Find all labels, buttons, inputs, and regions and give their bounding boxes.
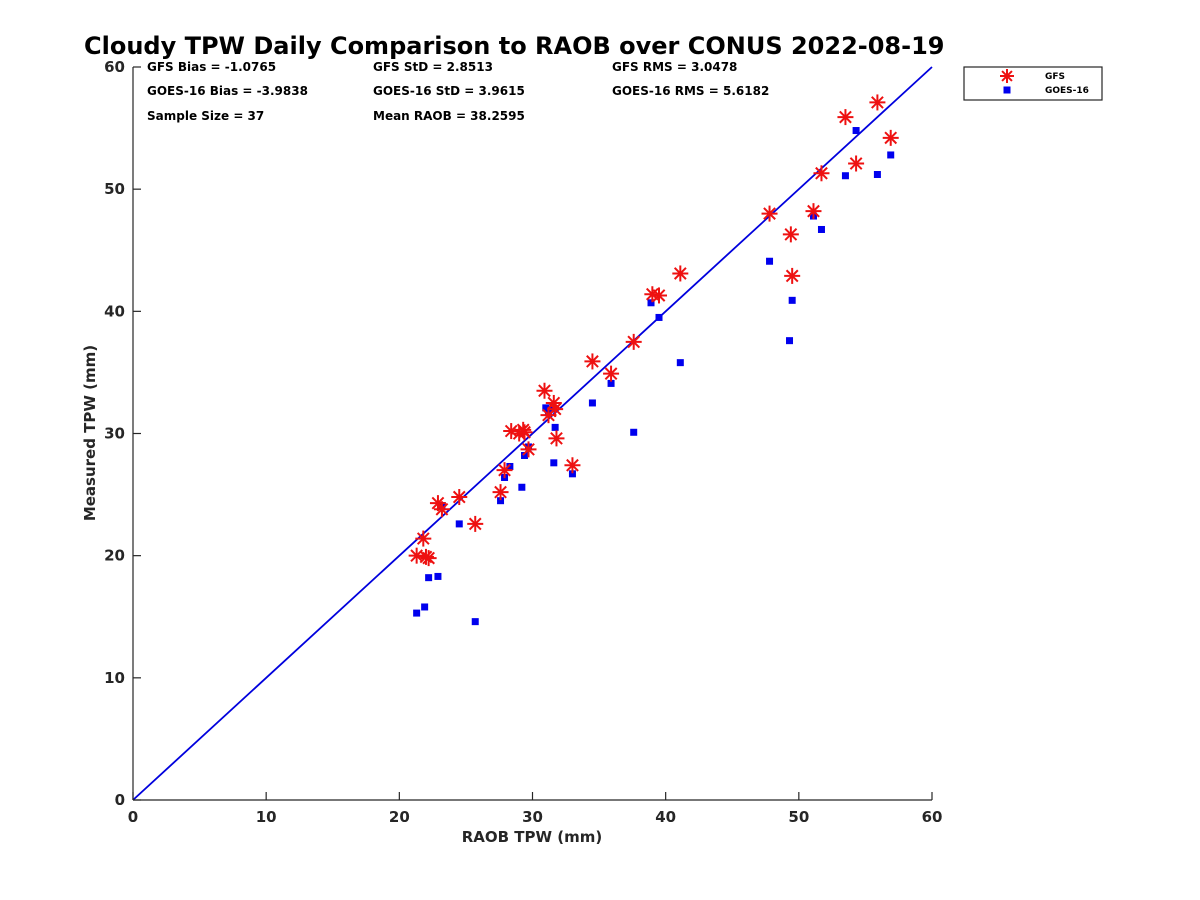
x-tick-label: 60 xyxy=(922,808,943,826)
goes16-point xyxy=(788,296,796,304)
gfs-point xyxy=(651,287,668,304)
y-tick-label: 50 xyxy=(104,180,125,198)
x-tick-label: 50 xyxy=(788,808,809,826)
gfs-point xyxy=(603,365,620,382)
stat-goes-bias: GOES-16 Bias = -3.9838 xyxy=(147,84,308,98)
gfs-point xyxy=(672,265,689,282)
y-axis-label: Measured TPW (mm) xyxy=(81,345,99,521)
legend-gfs-symbol xyxy=(1000,69,1014,83)
y-tick-label: 10 xyxy=(104,669,125,687)
x-tick-label: 30 xyxy=(522,808,543,826)
goes16-point xyxy=(841,172,849,180)
y-tick-label: 30 xyxy=(104,425,125,443)
gfs-point xyxy=(547,401,564,418)
y-tick-label: 40 xyxy=(104,302,125,320)
gfs-point xyxy=(433,501,450,518)
gfs-point xyxy=(545,394,562,411)
goes16-point xyxy=(887,151,895,159)
y-tick-label: 0 xyxy=(115,791,125,809)
gfs-point xyxy=(496,462,513,479)
gfs-point xyxy=(451,489,468,506)
gfs-point xyxy=(805,203,822,220)
goes16-point xyxy=(852,127,860,135)
reference-line-group xyxy=(132,66,933,801)
gfs-point xyxy=(492,484,509,501)
gfs-point xyxy=(415,530,432,547)
one-to-one-line xyxy=(132,66,933,801)
gfs-point xyxy=(813,165,830,182)
goes16-point xyxy=(542,404,550,412)
goes16-point xyxy=(413,609,421,617)
stat-mean-raob: Mean RAOB = 38.2595 xyxy=(373,109,525,123)
goes16-point xyxy=(521,451,529,459)
gfs-point xyxy=(761,205,778,222)
x-tick-label: 20 xyxy=(389,808,410,826)
goes16-point xyxy=(817,225,825,233)
stats-block: GFS Bias = -1.0765 GFS StD = 2.8513 GFS … xyxy=(147,60,769,123)
stat-gfs-rms: GFS RMS = 3.0478 xyxy=(612,60,737,74)
chart-title: Cloudy TPW Daily Comparison to RAOB over… xyxy=(84,32,944,60)
gfs-point xyxy=(584,353,601,370)
goes16-point xyxy=(421,603,429,611)
legend-box xyxy=(963,66,1103,101)
gfs-point xyxy=(882,129,899,146)
legend: GFS GOES-16 xyxy=(963,66,1103,101)
x-tick-label: 0 xyxy=(128,808,138,826)
goes16-point xyxy=(647,299,655,307)
goes16-point xyxy=(425,574,433,582)
goes16-point xyxy=(506,462,514,470)
goes16-point xyxy=(550,459,558,467)
goes16-point xyxy=(568,470,576,478)
gfs-point xyxy=(548,430,565,447)
goes16-point xyxy=(786,337,794,345)
y-tick-label: 60 xyxy=(104,58,125,76)
stat-gfs-bias: GFS Bias = -1.0765 xyxy=(147,60,276,74)
gfs-point xyxy=(784,267,801,284)
goes16-point xyxy=(551,423,559,431)
gfs-point xyxy=(564,457,581,474)
goes16-point xyxy=(766,257,774,265)
gfs-point xyxy=(848,155,865,172)
goes16-point xyxy=(455,520,463,528)
goes16-point xyxy=(873,171,881,179)
legend-goes16-marker xyxy=(1003,86,1011,94)
y-tick-label: 20 xyxy=(104,547,125,565)
gfs-point xyxy=(408,547,425,564)
x-tick-label: 40 xyxy=(655,808,676,826)
goes16-point xyxy=(518,483,526,491)
gfs-point xyxy=(420,550,437,567)
goes16-point xyxy=(630,428,638,436)
stat-gfs-std: GFS StD = 2.8513 xyxy=(373,60,493,74)
legend-goes16-symbol xyxy=(1003,86,1011,94)
legend-goes16-label: GOES-16 xyxy=(1045,86,1089,96)
legend-gfs-marker xyxy=(1000,69,1014,83)
x-tick-label: 10 xyxy=(256,808,277,826)
gfs-point xyxy=(417,548,434,565)
goes16-point xyxy=(655,313,663,321)
goes16-point xyxy=(588,399,596,407)
goes16-point xyxy=(607,379,615,387)
axis-ticks: 0 10 20 30 40 50 60 0 10 20 30 40 50 60 xyxy=(104,58,942,826)
goes16-point xyxy=(497,497,505,505)
data-points-group xyxy=(408,94,899,626)
gfs-point xyxy=(467,515,484,532)
gfs-point xyxy=(782,226,799,243)
goes16-point xyxy=(676,359,684,367)
gfs-point xyxy=(837,109,854,126)
stat-goes-std: GOES-16 StD = 3.9615 xyxy=(373,84,525,98)
x-axis-label: RAOB TPW (mm) xyxy=(462,828,603,846)
gfs-point xyxy=(520,441,537,458)
gfs-point xyxy=(516,424,533,441)
stat-sample-size: Sample Size = 37 xyxy=(147,109,264,123)
legend-gfs-label: GFS xyxy=(1045,72,1065,82)
goes16-point xyxy=(434,572,442,580)
gfs-point xyxy=(625,333,642,350)
stat-goes-rms: GOES-16 RMS = 5.6182 xyxy=(612,84,769,98)
gfs-point xyxy=(869,94,886,111)
gfs-point xyxy=(536,382,553,399)
goes16-point xyxy=(471,618,479,626)
